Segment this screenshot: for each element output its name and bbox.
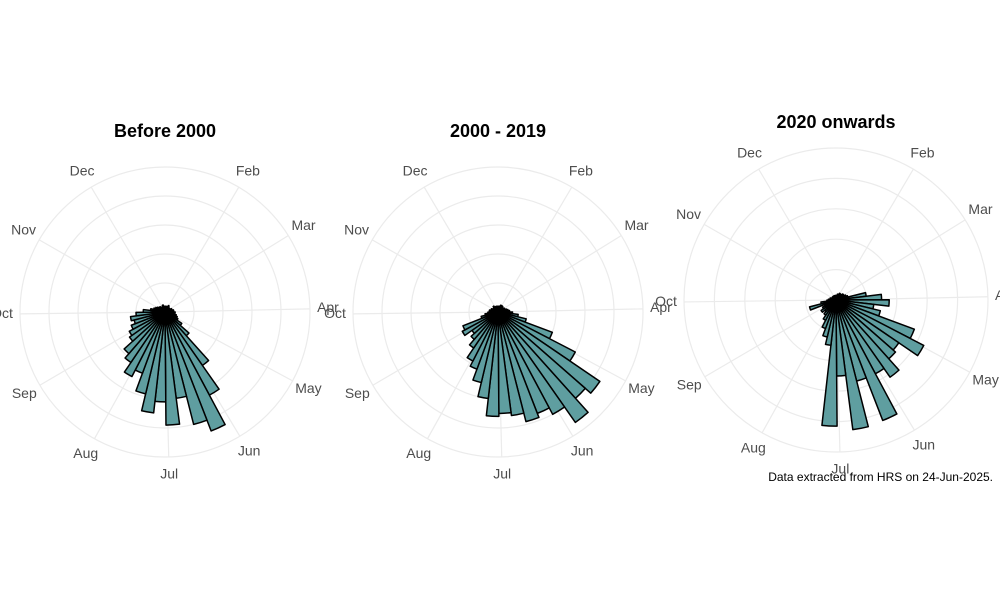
bar [497,311,566,416]
theta-tick-label: Jul [160,466,178,482]
theta-tick-label: Oct [655,293,677,309]
grid-spoke [761,299,837,434]
theta-tick-label: Apr [317,299,339,315]
bar [497,311,589,424]
bar [497,311,601,394]
grid-spoke [423,186,499,313]
grid-spoke [497,308,643,313]
grid-spoke [758,168,837,301]
grid-spoke [164,311,293,382]
bar [130,311,166,330]
grid-spoke [164,235,289,313]
theta-tick-label: Mar [624,217,648,233]
bar [129,311,166,322]
theta-tick-label: Mar [291,217,315,233]
grid-spoke [835,219,966,301]
theta-tick-label: Jun [571,442,594,458]
bar [163,305,166,313]
theta-tick-label: May [628,380,654,396]
grid-spoke [353,311,499,315]
bar [164,311,208,426]
grid-spoke [835,168,914,301]
grid-ring [19,166,311,458]
grid-spoke [164,186,240,313]
grid-spoke [38,239,166,313]
theta-tick-label: Sep [345,385,370,401]
bar [835,299,900,378]
theta-tick-label: Feb [236,162,260,178]
grid-ring [683,147,989,453]
theta-tick-label: Dec [70,162,95,178]
theta-tick-label: May [972,371,998,387]
theta-tick-label: Nov [676,206,701,222]
bar [128,311,166,337]
chart-title: 2000 - 2019 [450,121,546,141]
bar [497,311,540,423]
theta-tick-label: Jun [912,436,935,452]
grid-spoke [684,299,837,303]
bar [834,294,837,301]
theta-tick-label: Dec [403,162,428,178]
bar [835,299,925,357]
bar [164,311,226,432]
bar [462,311,499,331]
bar [497,311,525,417]
grid-ring [381,195,615,429]
theta-tick-label: Feb [569,162,593,178]
grid-spoke [497,186,573,313]
grid-spoke [164,308,310,313]
theta-tick-label: Jul [493,466,511,482]
theta-tick-label: Jun [238,442,261,458]
grid-spoke [703,223,837,301]
theta-tick-label: Aug [741,439,766,455]
chart-title: Before 2000 [114,121,216,141]
grid-spoke [704,299,837,378]
grid-spoke [90,186,166,313]
bar [461,311,499,337]
bar [496,305,499,313]
chart-title: 2020 onwards [776,112,895,132]
theta-tick-label: Sep [12,385,37,401]
theta-tick-label: Oct [0,305,13,321]
theta-tick-label: Nov [11,222,36,238]
bar [164,311,181,426]
bar [835,299,898,422]
theta-tick-label: Dec [737,144,762,160]
theta-tick-label: Oct [324,305,346,321]
theta-tick-label: Jul [831,461,849,477]
grid-spoke [497,235,622,313]
theta-tick-label: Aug [73,445,98,461]
bar [128,311,166,342]
theta-tick-label: May [295,380,321,396]
caption: Data extracted from HRS on 24-Jun-2025. [768,470,993,484]
bar [808,299,837,311]
bar [835,299,870,431]
theta-tick-label: Apr [650,299,672,315]
grid-spoke [371,239,499,313]
theta-tick-label: Sep [677,377,702,393]
grid-ring [48,195,282,429]
theta-tick-label: Feb [910,144,934,160]
theta-tick-label: Apr [995,287,1000,303]
theta-tick-label: Nov [344,222,369,238]
theta-tick-label: Mar [968,201,992,217]
theta-tick-label: Aug [406,445,431,461]
bar [821,299,838,427]
grid-ring [352,166,644,458]
bar [123,311,166,355]
